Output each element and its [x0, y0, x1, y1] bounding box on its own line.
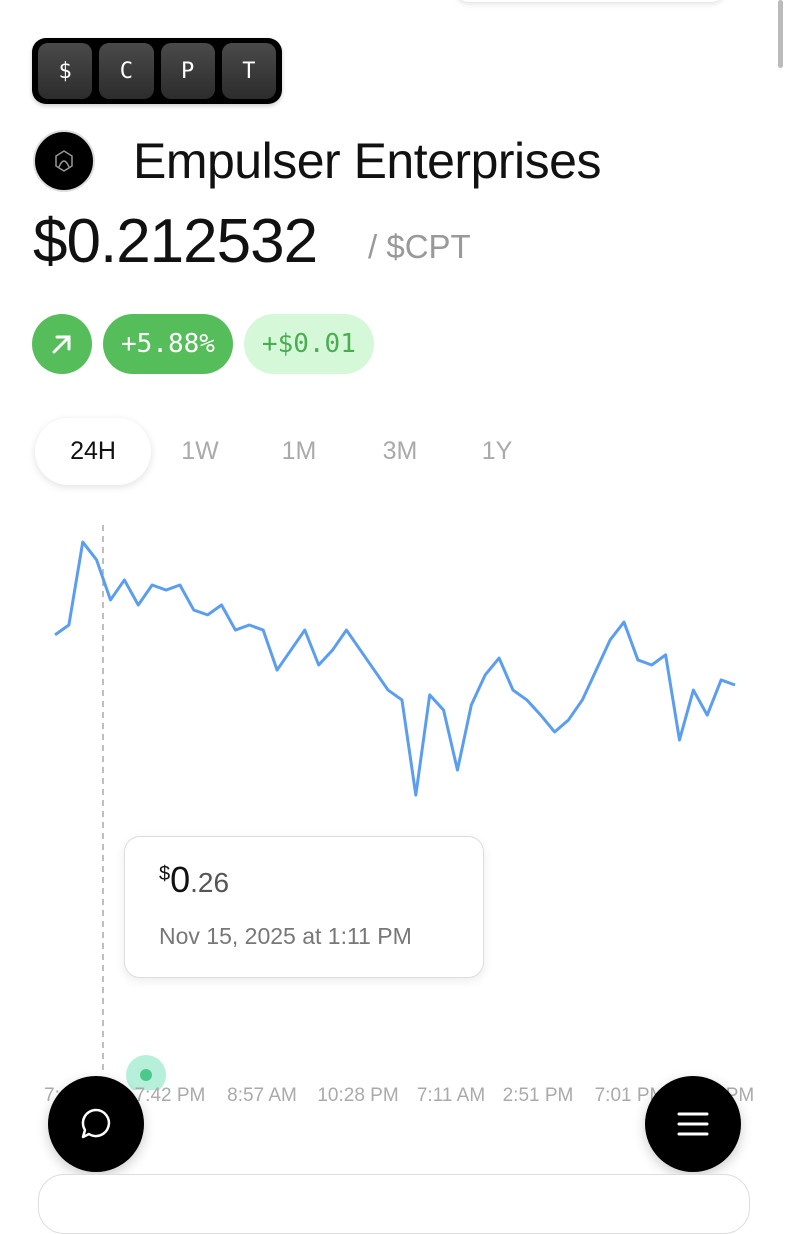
tab-3m[interactable]: 3M: [383, 418, 418, 485]
keycap: C: [99, 43, 153, 99]
change-badges: +5.88% +$0.01: [32, 314, 374, 374]
tooltip-price: $0.26: [159, 859, 229, 901]
menu-button[interactable]: [645, 1076, 741, 1172]
chat-button[interactable]: [48, 1076, 144, 1172]
tooltip-date: Nov 15, 2025 at 1:11 PM: [159, 923, 412, 950]
percent-change-badge: +5.88%: [103, 314, 233, 374]
x-tick-label: 8:57 AM: [227, 1085, 297, 1107]
absolute-change-badge: +$0.01: [244, 314, 374, 374]
x-tick-label: 10:28 PM: [317, 1085, 398, 1107]
keycap: T: [222, 43, 276, 99]
company-name: Empulser Enterprises: [133, 132, 601, 190]
hexagon-logo-icon: [33, 130, 95, 192]
chat-bubble-icon: [78, 1106, 114, 1142]
price-value: $0.212532: [33, 206, 317, 277]
ticker-keycaps: $ C P T: [32, 38, 282, 104]
x-tick-label: 7:11 AM: [417, 1085, 485, 1107]
x-tick-label: 7:42 PM: [135, 1085, 206, 1107]
tooltip-dec: .26: [190, 867, 229, 898]
tab-24h[interactable]: 24H: [35, 418, 151, 485]
bottom-card: [38, 1174, 750, 1234]
hover-marker: [140, 1069, 152, 1081]
arrow-up-right-icon: [32, 314, 92, 374]
hamburger-menu-icon: [676, 1111, 710, 1137]
chart-tooltip: $0.26 Nov 15, 2025 at 1:11 PM: [124, 836, 484, 978]
tab-1y[interactable]: 1Y: [482, 418, 513, 485]
tooltip-int: 0: [170, 859, 190, 900]
tab-1m[interactable]: 1M: [282, 418, 317, 485]
x-tick-label: 2:51 PM: [503, 1085, 574, 1107]
scrollbar[interactable]: [778, 0, 783, 68]
tab-1w[interactable]: 1W: [181, 418, 219, 485]
keycap: P: [161, 43, 215, 99]
tooltip-currency: $: [159, 863, 170, 885]
keycap: $: [38, 43, 92, 99]
timeframe-tabs: 24H 1W 1M 3M 1Y: [35, 418, 575, 485]
price-line: [55, 542, 735, 795]
price-chart[interactable]: [0, 520, 790, 1090]
price-unit: / $CPT: [368, 228, 471, 266]
top-card-edge: [455, 0, 725, 2]
